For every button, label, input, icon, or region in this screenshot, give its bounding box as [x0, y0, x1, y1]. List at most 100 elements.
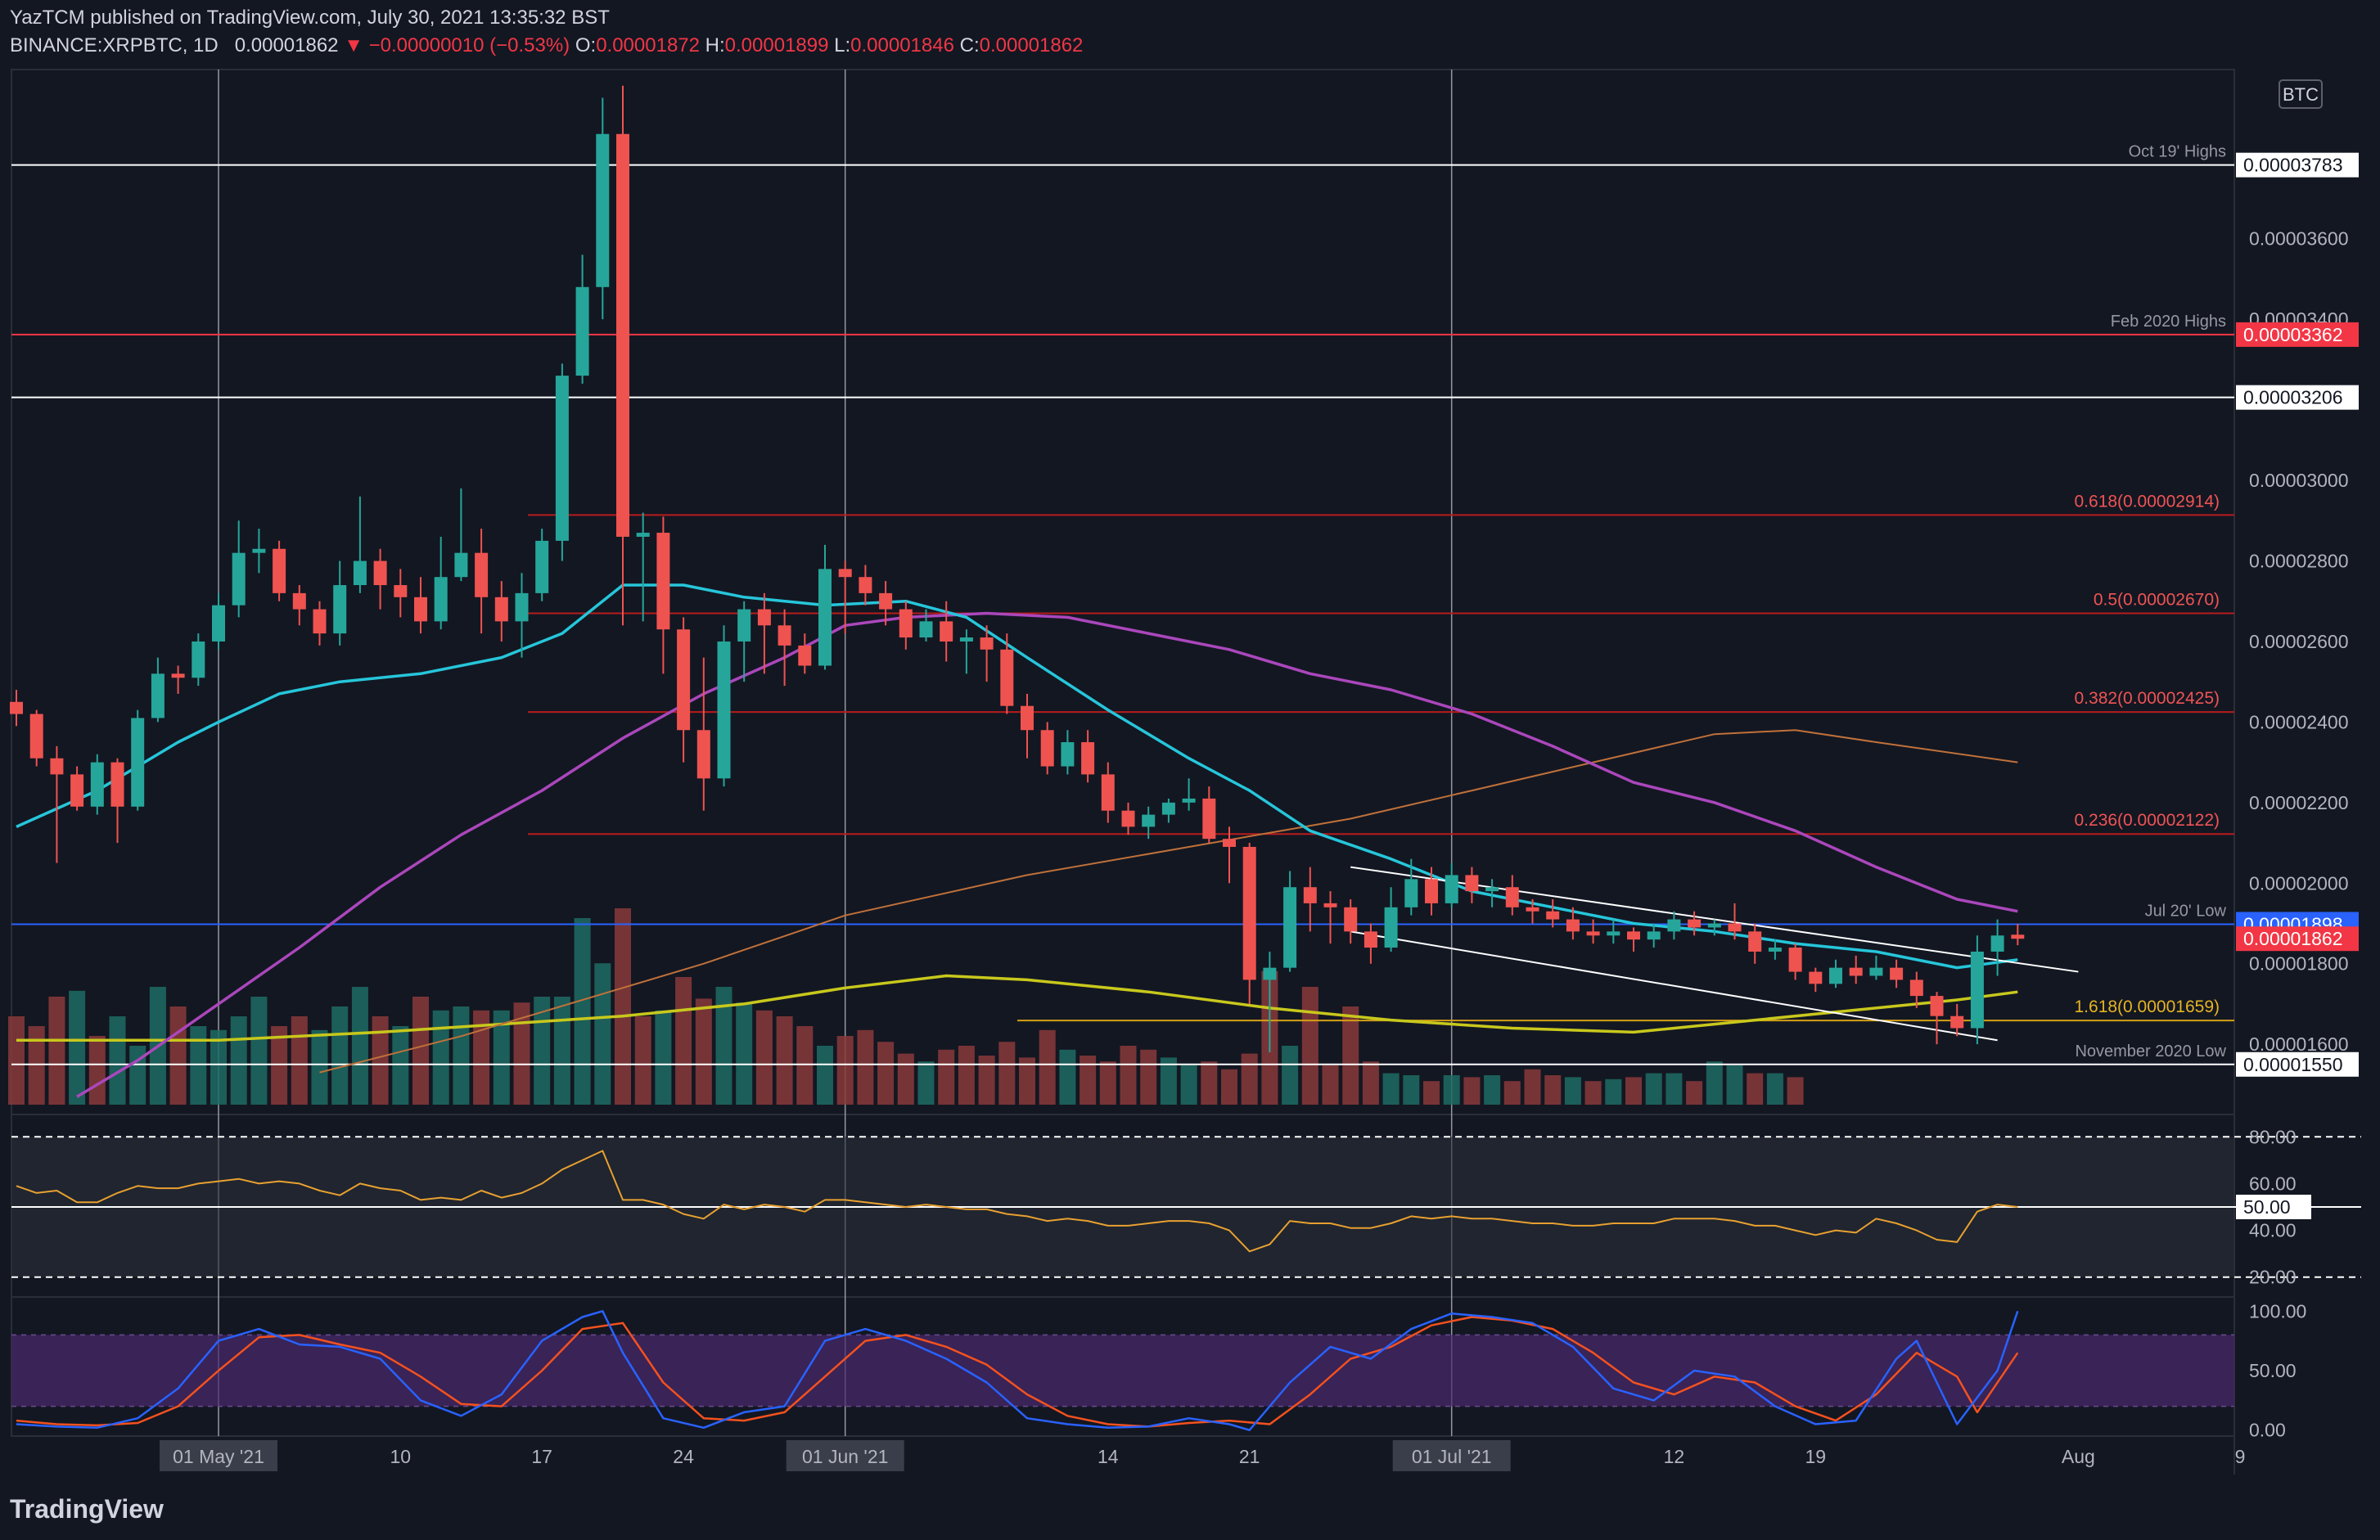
chart-header: YazTCM published on TradingView.com, Jul… [0, 0, 2380, 65]
candle-down [696, 730, 710, 779]
candle-down [29, 714, 43, 759]
currency-badge-label: BTC [2283, 84, 2319, 105]
volume-bar-down [1503, 1081, 1521, 1105]
volume-bar-down [1322, 1065, 1339, 1105]
volume-bar-up [1180, 1065, 1197, 1105]
volume-bar-up [210, 1029, 227, 1105]
candle-up [1829, 967, 1842, 984]
level-label: November 2020 Low [2075, 1042, 2226, 1060]
tradingview-logo[interactable]: TradingView [10, 1494, 164, 1524]
volume-bar-up [594, 963, 611, 1105]
change-arrow-icon: ▼ [344, 34, 363, 56]
candle-up [1647, 931, 1661, 940]
candle-down [171, 673, 185, 678]
candle-up [636, 533, 650, 537]
time-tick-label: 14 [1098, 1446, 1119, 1467]
candle-down [1364, 931, 1377, 948]
open-label: O: [575, 34, 597, 56]
fib-level-label: 0.618(0.00002914) [2075, 492, 2220, 511]
candle-up [1263, 967, 1277, 980]
volume-bar-up [351, 987, 368, 1105]
symbol-name[interactable]: BINANCE:XRPBTC, 1D [10, 34, 219, 56]
price-level-tag [2236, 152, 2359, 178]
candle-up [818, 569, 832, 666]
volume-bar-up [331, 1006, 349, 1105]
volume-bar-up [1160, 1057, 1177, 1105]
candle-up [1707, 923, 1721, 928]
volume-bar-up [1706, 1061, 1723, 1105]
ma100-line [319, 729, 2018, 1074]
candle-down [1728, 923, 1742, 932]
candle-down [778, 625, 791, 646]
volume-bar-down [473, 1010, 490, 1105]
time-tick-label: 17 [531, 1446, 552, 1467]
candle-up [575, 286, 589, 376]
price-level-tag-label: 0.00003783 [2243, 155, 2343, 176]
candle-down [1465, 875, 1479, 892]
rsi-value-tag [2236, 1195, 2311, 1219]
candle-down [494, 597, 508, 622]
trendline [1350, 930, 1998, 1042]
volume-bar-up [1766, 1073, 1783, 1105]
volume-bar-down [958, 1046, 975, 1105]
volume-bar-up [311, 1029, 328, 1105]
candle-up [192, 641, 205, 678]
volume-bar-down [1080, 1056, 1097, 1105]
price-level-tag-label: 0.00003206 [2243, 387, 2343, 408]
candle-up [1485, 887, 1499, 892]
volume-bar-down [1019, 1057, 1035, 1105]
volume-bar-up [1282, 1046, 1299, 1105]
volume-bar-up [1059, 1049, 1076, 1105]
volume-bar-down [412, 997, 429, 1105]
candle-down [1849, 967, 1863, 976]
volume-bar-down [1140, 1049, 1157, 1105]
price-change: −0.00000010 (−0.53%) [368, 34, 570, 56]
rsi-tick-label: 40.00 [2249, 1220, 2297, 1241]
price-tick-label: 0.00003600 [2249, 228, 2349, 250]
candle-up [1404, 879, 1418, 907]
last-price-tag-label: 0.00001862 [2243, 928, 2343, 949]
high-label: H: [705, 34, 725, 56]
volume-bar-down [796, 1026, 814, 1105]
volume-bar-down [8, 1016, 25, 1105]
candle-down [313, 609, 327, 634]
time-tick-label: 21 [1239, 1446, 1260, 1467]
volume-bar-up [574, 918, 591, 1105]
volume-bar-down [857, 1029, 874, 1105]
candle-up [717, 641, 731, 779]
volume-bar-down [1039, 1029, 1056, 1105]
volume-bar-up [230, 1016, 247, 1105]
volume-bar-down [48, 997, 65, 1105]
volume-bar-down [1362, 1061, 1379, 1105]
volume-bar-down [1686, 1081, 1703, 1105]
stoch-band [11, 1335, 2234, 1407]
volume-bar-down [1241, 1053, 1258, 1105]
rsi-tick-label: 60.00 [2249, 1173, 2297, 1194]
volume-bar-down [1099, 1061, 1116, 1105]
price-tick-label: 0.00001800 [2249, 953, 2349, 975]
candle-down [50, 758, 64, 775]
price-tick-label: 0.00002000 [2249, 872, 2349, 894]
candle-down [1505, 887, 1519, 907]
candle-up [1142, 814, 1156, 827]
price-tick-label: 0.00002800 [2249, 551, 2349, 572]
volume-bar-down [1342, 1006, 1359, 1105]
ma200-line [16, 974, 2018, 1042]
low-label: L: [834, 34, 851, 56]
volume-bar-down [615, 908, 631, 1105]
candle-down [1344, 907, 1358, 932]
candle-down [1040, 730, 1054, 767]
time-tick-label: 10 [390, 1446, 412, 1467]
currency-badge [2279, 79, 2323, 109]
candle-down [1223, 839, 1236, 847]
rsi-line [16, 1150, 2018, 1253]
brand-name: TradingView [10, 1494, 164, 1524]
candle-up [737, 609, 751, 642]
publisher-line: YazTCM published on TradingView.com, Jul… [10, 7, 610, 29]
candle-down [1121, 810, 1135, 827]
volume-bar-up [392, 1026, 409, 1105]
volume-bar-down [755, 1010, 773, 1105]
candle-down [2011, 934, 2025, 939]
stoch-tick-label: 100.00 [2249, 1300, 2306, 1322]
